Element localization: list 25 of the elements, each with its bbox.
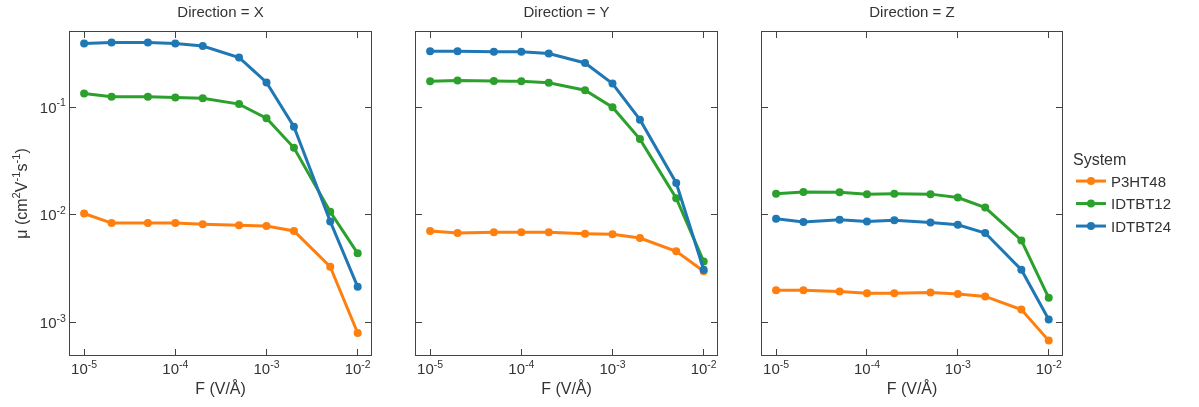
legend-title: System — [1073, 150, 1127, 168]
x-tick-label: 10$^{-3}$ — [944, 357, 972, 378]
x-axis-title: F (V/Å) — [195, 378, 246, 397]
y-tick-label: 10$^{-2}$ — [39, 203, 67, 224]
y-tick-label: 10$^{-3}$ — [39, 311, 67, 331]
x-tick-label: 10$^{-4}$ — [162, 357, 189, 378]
x-tick-label: 10$^{-5}$ — [417, 357, 444, 378]
x-tick-label: 10$^{-5}$ — [763, 357, 790, 378]
x-tick-label: 10$^{-4}$ — [508, 357, 535, 378]
x-tick-label: 10$^{-2}$ — [344, 357, 371, 378]
x-axis-title: F (V/Å) — [541, 378, 592, 397]
x-tick-label: 10$^{-2}$ — [690, 357, 717, 378]
x-axis-title: F (V/Å) — [886, 378, 938, 397]
y-tick-label: 10$^{-1}$ — [39, 96, 67, 116]
x-tick-label: 10$^{-4}$ — [853, 357, 881, 378]
legend-label: P3HT48 — [1111, 172, 1167, 190]
legend-label: IDTBT12 — [1111, 195, 1172, 213]
chart-title: Direction = Z — [869, 2, 955, 20]
x-tick-label: 10$^{-5}$ — [71, 357, 98, 378]
chart-title: Direction = Y — [523, 2, 610, 20]
legend-label: IDTBT24 — [1111, 217, 1172, 235]
x-tick-label: 10$^{-3}$ — [599, 357, 626, 378]
x-tick-label: 10$^{-3}$ — [253, 357, 280, 378]
chart-title: Direction = X — [177, 2, 264, 20]
x-tick-label: 10$^{-2}$ — [1035, 357, 1062, 378]
